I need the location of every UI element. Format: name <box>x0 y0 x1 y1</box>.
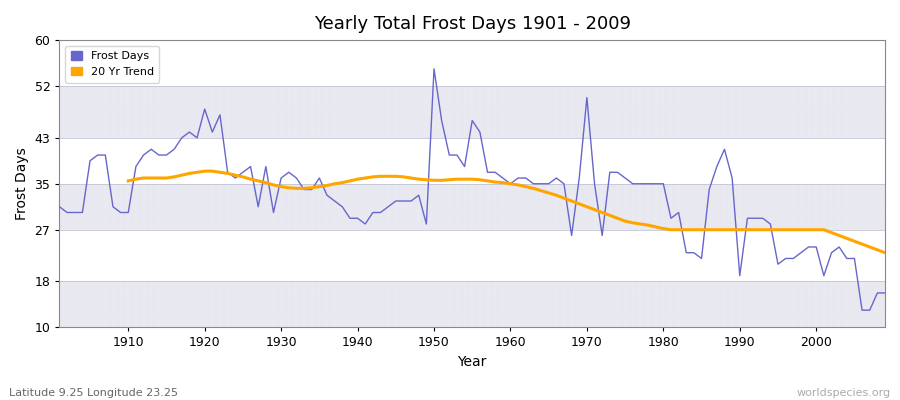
20 Yr Trend <box>275 184 286 189</box>
Bar <box>59 40 885 86</box>
Text: Latitude 9.25 Longitude 23.25: Latitude 9.25 Longitude 23.25 <box>9 388 178 398</box>
20 Yr Trend <box>199 169 210 174</box>
20 Yr Trend <box>581 204 592 209</box>
Frost Days <box>605 170 616 175</box>
Bar <box>59 230 885 282</box>
Line: Frost Days: Frost Days <box>59 69 885 310</box>
Bar <box>59 184 885 230</box>
Frost Days <box>505 181 516 186</box>
Bar <box>59 138 885 184</box>
Text: worldspecies.org: worldspecies.org <box>796 388 891 398</box>
20 Yr Trend <box>123 178 134 183</box>
20 Yr Trend <box>826 230 837 235</box>
Frost Days <box>879 290 890 295</box>
Title: Yearly Total Frost Days 1901 - 2009: Yearly Total Frost Days 1901 - 2009 <box>314 15 631 33</box>
Bar <box>59 86 885 138</box>
20 Yr Trend <box>849 239 859 244</box>
Bar <box>59 282 885 328</box>
Y-axis label: Frost Days: Frost Days <box>15 147 29 220</box>
Frost Days <box>513 176 524 180</box>
Frost Days <box>428 66 439 71</box>
Frost Days <box>54 204 65 209</box>
Frost Days <box>329 199 340 204</box>
Frost Days <box>284 170 294 175</box>
X-axis label: Year: Year <box>457 355 487 369</box>
Frost Days <box>857 308 868 312</box>
20 Yr Trend <box>306 185 317 190</box>
20 Yr Trend <box>879 250 890 255</box>
20 Yr Trend <box>520 184 531 189</box>
Legend: Frost Days, 20 Yr Trend: Frost Days, 20 Yr Trend <box>65 46 159 82</box>
Frost Days <box>115 210 126 215</box>
Line: 20 Yr Trend: 20 Yr Trend <box>129 171 885 253</box>
